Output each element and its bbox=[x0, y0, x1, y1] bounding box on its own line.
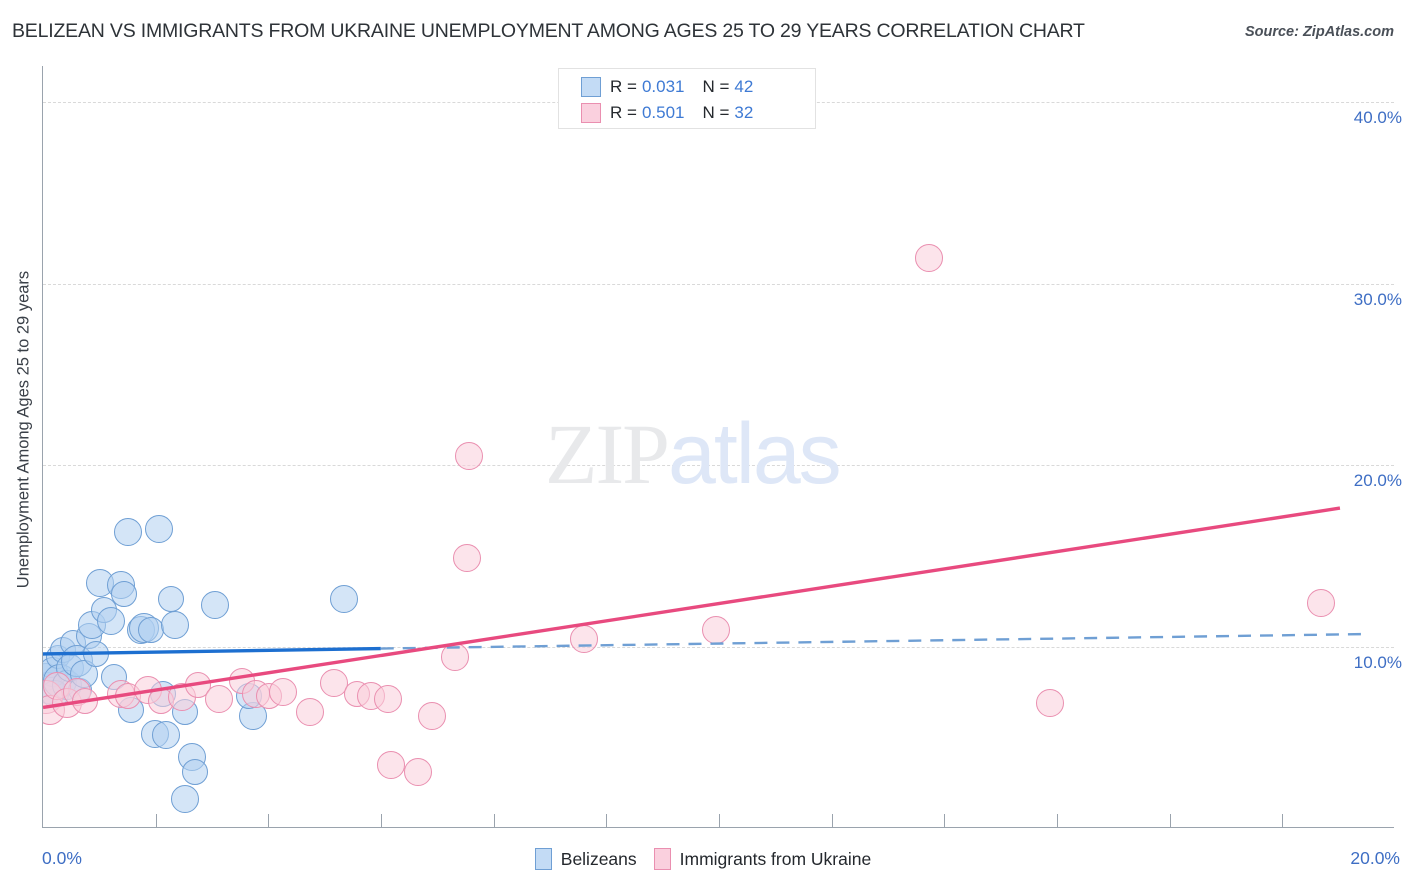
series-legend-item-belizeans[interactable]: Belizeans bbox=[534, 848, 637, 870]
r-label-blue: R = bbox=[610, 77, 637, 96]
trend-line-blue-dashed bbox=[380, 632, 1367, 650]
scatter-point[interactable] bbox=[1036, 688, 1065, 717]
trend-line-pink bbox=[42, 506, 1341, 710]
series-legend-item-ukraine[interactable]: Immigrants from Ukraine bbox=[653, 848, 872, 870]
n-value-blue: 42 bbox=[734, 77, 754, 96]
gridline bbox=[43, 465, 1394, 467]
y-axis-tick-label: 20.0% bbox=[1353, 471, 1402, 491]
scatter-point[interactable] bbox=[452, 543, 481, 572]
series-label-ukraine: Immigrants from Ukraine bbox=[679, 848, 872, 869]
x-axis-tick bbox=[493, 814, 495, 827]
x-axis-tick bbox=[155, 814, 157, 827]
r-label-pink: R = bbox=[610, 103, 637, 122]
n-label-pink: N = bbox=[702, 103, 730, 122]
scatter-point[interactable] bbox=[404, 757, 433, 786]
scatter-point[interactable] bbox=[170, 784, 199, 813]
scatter-point[interactable] bbox=[152, 721, 181, 750]
scatter-point[interactable] bbox=[373, 685, 402, 714]
gridline bbox=[43, 646, 1394, 648]
scatter-point[interactable] bbox=[417, 701, 446, 730]
legend-swatch-blue-icon bbox=[581, 77, 601, 97]
scatter-point[interactable] bbox=[145, 514, 174, 543]
scatter-point[interactable] bbox=[204, 685, 233, 714]
trend-lines bbox=[42, 506, 1367, 710]
scatter-point[interactable] bbox=[113, 518, 142, 547]
x-axis-tick bbox=[381, 814, 382, 827]
series-swatch-pink-icon bbox=[653, 848, 671, 870]
r-value-pink: 0.501 bbox=[641, 103, 685, 122]
series-label-belizeans: Belizeans bbox=[560, 848, 637, 869]
x-axis-tick bbox=[831, 814, 833, 827]
scatter-point[interactable] bbox=[914, 244, 943, 273]
plot-inner bbox=[43, 66, 1394, 827]
stats-legend-row-ukraine: R = 0.501 N = 32 bbox=[581, 100, 815, 126]
x-axis-tick bbox=[719, 814, 720, 827]
x-axis-tick bbox=[268, 814, 270, 827]
y-axis-tick-label: 10.0% bbox=[1353, 652, 1402, 672]
x-axis-max-label: 20.0% bbox=[1350, 848, 1400, 868]
source-attribution: Source: ZipAtlas.com bbox=[1244, 24, 1394, 40]
stats-legend-row-belizeans: R = 0.031 N = 42 bbox=[581, 74, 815, 100]
x-axis-tick bbox=[606, 814, 608, 827]
n-label-blue: N = bbox=[702, 77, 730, 96]
series-legend: Belizeans Immigrants from Ukraine bbox=[0, 848, 1406, 870]
scatter-point[interactable] bbox=[160, 610, 189, 639]
gridline bbox=[43, 283, 1394, 285]
scatter-point[interactable] bbox=[296, 697, 325, 726]
x-axis-min-label: 0.0% bbox=[42, 848, 82, 868]
scatter-point[interactable] bbox=[454, 442, 483, 471]
stats-legend: R = 0.031 N = 42 R = 0.501 N = 32 bbox=[558, 68, 816, 129]
y-axis-tick-label: 40.0% bbox=[1353, 108, 1402, 128]
scatter-point[interactable] bbox=[1306, 589, 1335, 618]
y-axis-label: Unemployment Among Ages 25 to 29 years bbox=[14, 270, 33, 589]
scatter-point[interactable] bbox=[111, 580, 138, 607]
scatter-point[interactable] bbox=[96, 607, 125, 636]
legend-swatch-pink-icon bbox=[581, 103, 601, 123]
scatter-point[interactable] bbox=[182, 758, 209, 785]
scatter-point[interactable] bbox=[201, 590, 230, 619]
x-axis-tick bbox=[1282, 814, 1284, 827]
scatter-point[interactable] bbox=[319, 668, 348, 697]
scatter-point[interactable] bbox=[329, 585, 358, 614]
page-title: BELIZEAN VS IMMIGRANTS FROM UKRAINE UNEM… bbox=[12, 20, 1085, 42]
series-swatch-blue-icon bbox=[534, 848, 552, 870]
scatter-point[interactable] bbox=[268, 677, 297, 706]
n-value-pink: 32 bbox=[734, 103, 754, 122]
x-axis-tick bbox=[1169, 814, 1171, 827]
plot-area bbox=[42, 66, 1394, 828]
x-axis-tick bbox=[1057, 814, 1058, 827]
trend-line-blue bbox=[42, 646, 381, 656]
x-axis-tick bbox=[944, 814, 946, 827]
r-value-blue: 0.031 bbox=[641, 77, 685, 96]
y-axis-tick-label: 30.0% bbox=[1353, 289, 1402, 309]
